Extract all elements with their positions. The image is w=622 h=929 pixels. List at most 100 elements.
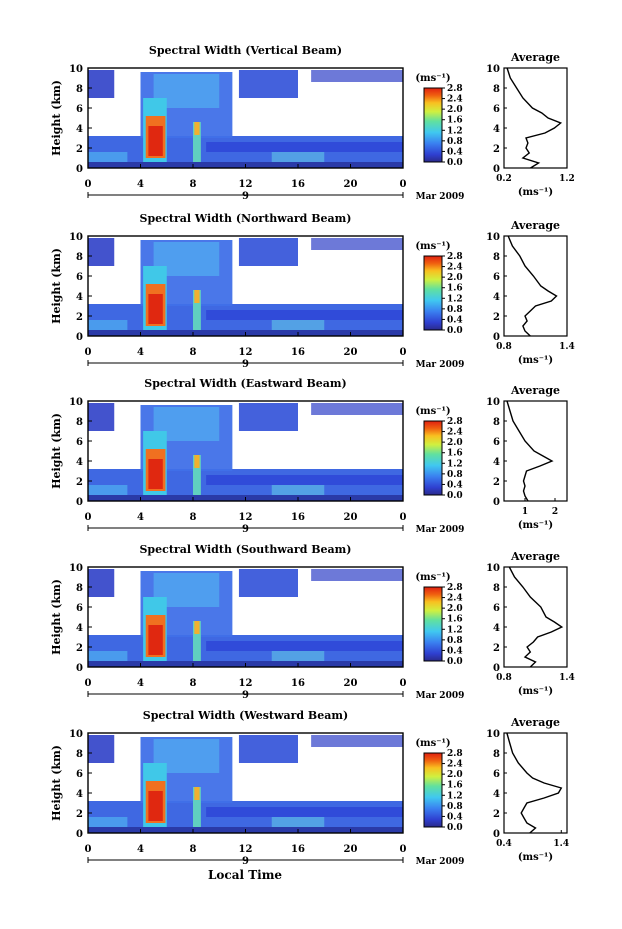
colorbar-tick-label: 1.6 (447, 781, 463, 791)
heatmap-cell (148, 791, 163, 821)
avg-y-tick-label: 2 (493, 809, 500, 820)
panel-title: Spectral Width (Northward Beam) (140, 212, 352, 225)
day-label: 9 (242, 524, 249, 535)
x-tick-label: 20 (344, 512, 358, 523)
heatmap-cell (311, 569, 403, 581)
x-tick-label: 0 (85, 844, 92, 855)
heatmap-cell (238, 735, 298, 763)
colorbar (423, 87, 443, 163)
y-tick-label: 0 (76, 164, 83, 175)
x-tick-label: 8 (190, 844, 197, 855)
heatmap-cell (206, 475, 403, 485)
colorbar-tick-label: 0.4 (447, 315, 463, 325)
avg-frame (503, 67, 568, 169)
heatmap-cell (194, 290, 200, 303)
day-label: 9 (242, 690, 249, 701)
x-tick-label: 4 (137, 844, 144, 855)
avg-y-tick-label: 2 (493, 312, 500, 323)
heatmap-cell (88, 152, 128, 162)
y-tick-label: 2 (76, 477, 83, 488)
y-axis-label: Height (km) (50, 248, 63, 324)
x-tick-label: 20 (344, 347, 358, 358)
avg-x-label: (ms⁻¹) (518, 520, 553, 531)
month-label: Mar 2009 (416, 691, 465, 701)
y-axis-label: Height (km) (50, 579, 63, 655)
heatmap-cell (88, 320, 128, 330)
avg-y-tick-label: 6 (493, 769, 500, 780)
x-tick-label: 8 (190, 179, 197, 190)
avg-y-tick-label: 0 (493, 663, 500, 674)
colorbar-tick-label: 2.8 (447, 583, 463, 593)
x-tick-label: 8 (190, 678, 197, 689)
colorbar (423, 586, 443, 662)
heatmap-cell (194, 621, 200, 634)
avg-profile-line (507, 235, 558, 337)
y-axis-label: Height (km) (50, 413, 63, 489)
y-tick-label: 2 (76, 643, 83, 654)
avg-y-tick-label: 4 (493, 124, 500, 135)
colorbar-tick-label: 0.0 (447, 158, 463, 168)
avg-y-tick-label: 8 (493, 417, 500, 428)
heatmap-cell (88, 238, 115, 266)
x-tick-label: 4 (137, 179, 144, 190)
colorbar-tick-label: 1.6 (447, 615, 463, 625)
avg-x-label: (ms⁻¹) (518, 355, 553, 366)
avg-profile-line (506, 732, 563, 834)
colorbar-unit: (ms⁻¹) (415, 738, 450, 749)
x-tick-label: 0 (400, 179, 407, 190)
heatmap-cell (193, 290, 201, 330)
heatmap-cell (206, 807, 403, 817)
x-tick-label: 12 (239, 512, 253, 523)
avg-x-label: (ms⁻¹) (518, 852, 553, 863)
colorbar-tick-label: 1.2 (447, 625, 463, 635)
colorbar-tick-label: 1.6 (447, 284, 463, 294)
y-tick-label: 0 (76, 332, 83, 343)
avg-y-tick-label: 8 (493, 252, 500, 263)
y-tick-label: 8 (76, 252, 83, 263)
avg-x-tick-label: 2 (552, 507, 558, 517)
month-label: Mar 2009 (416, 525, 465, 535)
heatmap-cell (193, 122, 201, 162)
colorbar-tick-label: 0.0 (447, 326, 463, 336)
x-tick-label: 12 (239, 347, 253, 358)
x-tick-label: 0 (400, 347, 407, 358)
y-tick-label: 8 (76, 84, 83, 95)
x-tick-label: 20 (344, 844, 358, 855)
y-tick-label: 0 (76, 829, 83, 840)
heatmap-cell (88, 735, 115, 763)
heatmap-cell (238, 238, 298, 266)
colorbar-tick-label: 2.8 (447, 84, 463, 94)
panel-title: Spectral Width (Vertical Beam) (149, 44, 342, 57)
x-tick-label: 4 (137, 512, 144, 523)
y-tick-label: 6 (76, 769, 83, 780)
avg-x-label: (ms⁻¹) (518, 686, 553, 697)
heatmap-cell (148, 294, 163, 324)
avg-profile-line (506, 400, 554, 502)
month-label: Mar 2009 (416, 192, 465, 202)
colorbar-tick-label: 1.2 (447, 126, 463, 136)
colorbar-tick-label: 0.8 (447, 137, 463, 147)
avg-y-tick-label: 10 (486, 729, 500, 740)
avg-y-tick-label: 0 (493, 164, 500, 175)
x-tick-label: 16 (291, 678, 305, 689)
avg-x-tick-label: 0.8 (496, 673, 512, 683)
x-axis-label: Local Time (208, 868, 282, 882)
y-tick-label: 8 (76, 583, 83, 594)
avg-x-tick-label: 0.2 (496, 174, 512, 184)
avg-profile-line (508, 566, 564, 668)
colorbar-tick-label: 2.0 (447, 273, 463, 283)
x-tick-label: 16 (291, 512, 305, 523)
x-tick-label: 0 (85, 512, 92, 523)
colorbar-tick-label: 0.4 (447, 147, 463, 157)
colorbar (423, 752, 443, 828)
colorbar-tick-label: 1.2 (447, 294, 463, 304)
avg-frame (503, 400, 568, 502)
y-tick-label: 6 (76, 437, 83, 448)
y-tick-label: 2 (76, 144, 83, 155)
avg-y-tick-label: 0 (493, 497, 500, 508)
y-tick-label: 6 (76, 104, 83, 115)
x-tick-label: 20 (344, 179, 358, 190)
avg-y-tick-label: 6 (493, 272, 500, 283)
heatmap-cell (88, 569, 115, 597)
x-tick-label: 0 (400, 678, 407, 689)
